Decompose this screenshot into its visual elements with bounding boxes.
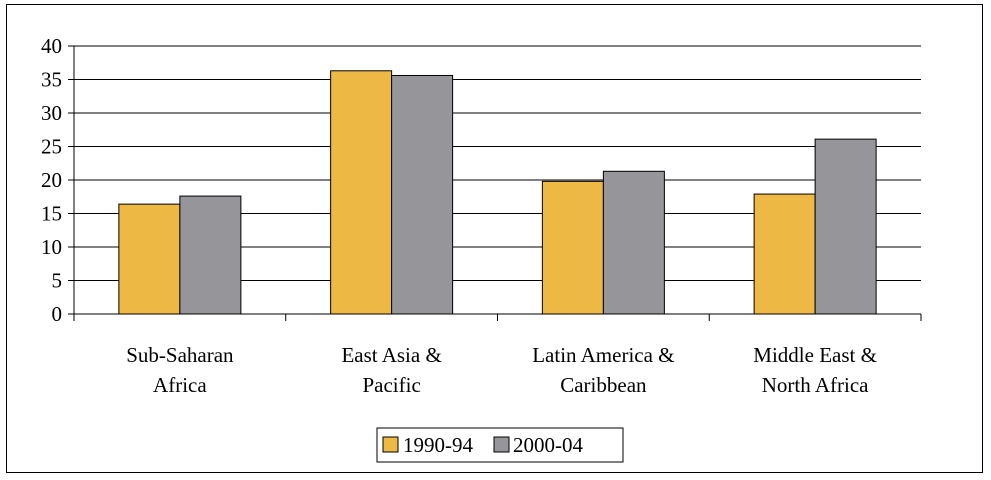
y-tick-label: 0 (52, 302, 63, 326)
bars (118, 70, 877, 315)
legend-swatch (382, 436, 399, 453)
x-category-label-line: Middle East & (753, 343, 877, 367)
y-tick-label: 30 (41, 101, 62, 125)
x-category-label-line: Sub-Saharan (126, 343, 234, 367)
x-category-label: East Asia & Pacific (341, 343, 441, 397)
x-category-label: Latin America & Caribbean (532, 343, 674, 397)
y-tick-label: 35 (41, 68, 62, 92)
y-tick-label: 40 (41, 34, 62, 58)
labels: 0 5 10 15 20 25 30 35 40 Sub-Saharan Africa East As… (41, 34, 877, 397)
bar-2000-04 (391, 74, 454, 315)
legend-label: 1990-94 (403, 433, 473, 457)
x-category-label-line: East Asia & (341, 343, 441, 367)
x-category-label-line: North Africa (762, 373, 869, 397)
legend-swatch (493, 436, 510, 453)
bar-2000-04 (179, 195, 242, 315)
x-category-label-line: Pacific (362, 373, 420, 397)
y-tick-label: 25 (41, 135, 62, 159)
x-category-label: Middle East & North Africa (753, 343, 877, 397)
x-category-label-line: Caribbean (560, 373, 647, 397)
legend-label: 2000-04 (513, 433, 583, 457)
y-tick-label: 5 (52, 269, 63, 293)
legend: 1990-94 2000-04 (376, 427, 624, 463)
x-category-label-line: Africa (153, 373, 207, 397)
x-category-label: Sub-Saharan Africa (126, 343, 234, 397)
bar-1990-94 (541, 180, 604, 315)
y-tick-label: 15 (41, 202, 62, 226)
bar-2000-04 (602, 170, 665, 315)
bar-2000-04 (814, 138, 877, 315)
bar-1990-94 (330, 70, 393, 315)
bar-1990-94 (753, 193, 816, 315)
x-category-label-line: Latin America & (532, 343, 674, 367)
y-tick-label: 10 (41, 235, 62, 259)
bar-1990-94 (118, 203, 181, 315)
y-tick-label: 20 (41, 168, 62, 192)
